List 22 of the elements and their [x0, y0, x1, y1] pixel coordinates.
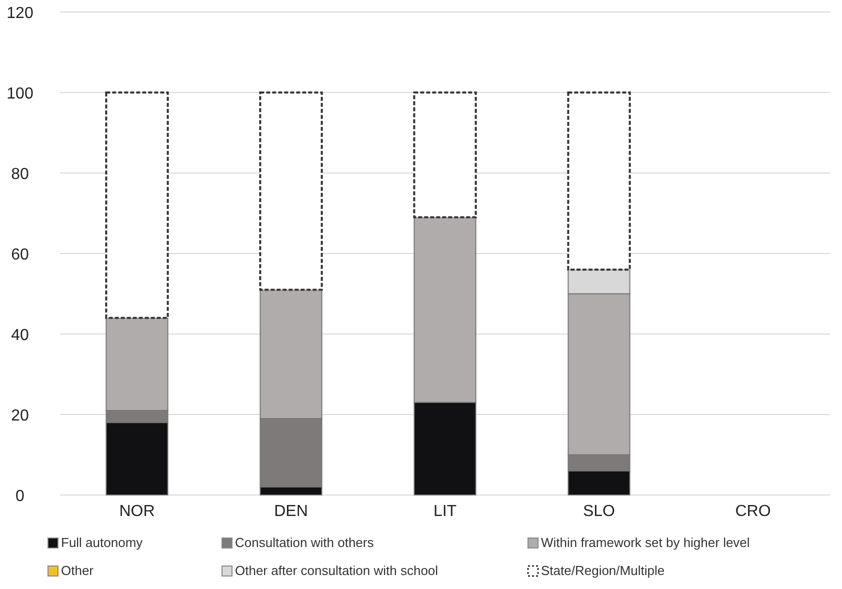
y-tick-label: 100 — [6, 86, 34, 102]
y-tick-label: 80 — [11, 166, 29, 183]
y-tick-label: 0 — [16, 488, 25, 505]
legend-label: Full autonomy — [61, 535, 144, 550]
x-tick-label: LIT — [433, 503, 457, 520]
x-tick-label: SLO — [582, 503, 616, 520]
legend-label: Within framework set by higher level — [541, 535, 750, 550]
legend-label: Other after consultation with school — [235, 563, 438, 578]
x-tick-label: CRO — [735, 503, 771, 520]
x-tick-label: DEN — [274, 503, 308, 520]
y-tick-label: 60 — [11, 246, 29, 264]
legend-label: State/Region/Multiple — [541, 563, 665, 578]
y-tick-label: 40 — [11, 327, 29, 344]
bar — [105, 92, 169, 319]
legend-label: Consultation with others — [235, 535, 374, 550]
bar — [413, 92, 477, 218]
legend-label: Other — [61, 563, 94, 578]
y-tick-label: 120 — [6, 5, 34, 22]
x-tick-label: NOR — [119, 503, 155, 520]
bar — [259, 92, 323, 291]
bar — [567, 92, 631, 271]
y-tick-label: 20 — [11, 408, 29, 424]
